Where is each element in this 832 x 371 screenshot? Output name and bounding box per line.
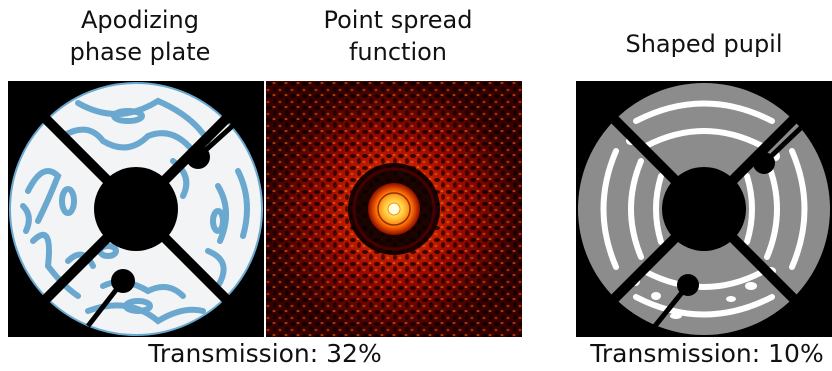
transmission-caption-right: Transmission: 10%: [590, 339, 824, 368]
psf-title: Point spread function: [270, 4, 526, 68]
phase-plate-title-line2: phase plate: [69, 38, 211, 66]
shaped-pupil-central-obstruction: [662, 167, 746, 251]
phase-plate-image: [8, 81, 264, 337]
psf-title-line1: Point spread: [323, 6, 473, 34]
shaped-pupil-gaps: [600, 100, 808, 318]
shaped-pupil-title-text: Shaped pupil: [625, 30, 783, 58]
phase-plate-title: Apodizing phase plate: [20, 4, 260, 68]
transmission-caption-left: Transmission: 32%: [148, 339, 382, 368]
shaped-pupil-panel: [576, 81, 832, 337]
phase-plate-panel: [8, 81, 264, 337]
psf-panel: [266, 81, 522, 337]
phase-plate-central-obstruction: [94, 167, 178, 251]
phase-plate-title-line1: Apodizing: [81, 6, 199, 34]
psf-image: [266, 81, 522, 337]
shaped-pupil-title: Shaped pupil: [576, 28, 832, 60]
psf-title-line2: function: [348, 38, 448, 66]
shaped-pupil-image: [576, 81, 832, 337]
